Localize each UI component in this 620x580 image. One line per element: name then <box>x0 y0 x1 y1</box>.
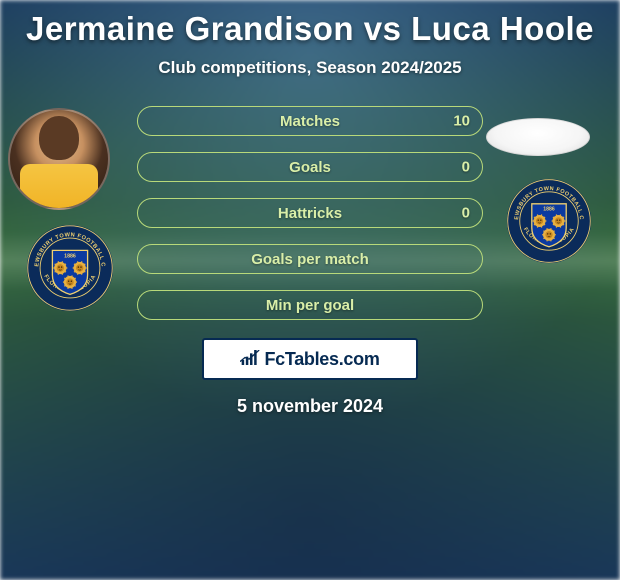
stat-label: Hattricks <box>278 205 342 222</box>
date-text: 5 november 2024 <box>0 396 620 417</box>
stats-table: Matches 10 Goals 0 Hattricks 0 Goals per match… <box>137 106 483 320</box>
subtitle: Club competitions, Season 2024/2025 <box>0 58 620 78</box>
svg-text:1886: 1886 <box>64 253 76 259</box>
brand-badge: FcTables.com <box>202 338 418 380</box>
stat-label: Min per goal <box>266 297 354 314</box>
stat-row: Matches 10 <box>137 106 483 136</box>
avatar-head <box>39 116 78 160</box>
player-right-avatar <box>486 118 590 156</box>
stat-label: Matches <box>280 113 340 130</box>
stat-row: Goals per match <box>137 244 483 274</box>
infographic-content: Jermaine Grandison vs Luca Hoole Club co… <box>0 0 620 580</box>
club-crest-left: SHREWSBURY TOWN FOOTBALL CLUB FLOREAT SA… <box>18 224 122 312</box>
stat-right-value: 10 <box>453 113 470 130</box>
player-left-avatar <box>8 108 110 210</box>
page-title: Jermaine Grandison vs Luca Hoole <box>0 10 620 48</box>
stat-label: Goals per match <box>251 251 369 268</box>
stat-label: Goals <box>289 159 331 176</box>
chart-icon <box>240 350 260 368</box>
stat-row: Min per goal <box>137 290 483 320</box>
club-crest-right: SHREWSBURY TOWN FOOTBALL CLUB FLOREAT SA… <box>498 178 600 264</box>
svg-text:1886: 1886 <box>543 207 555 213</box>
stat-row: Hattricks 0 <box>137 198 483 228</box>
stat-right-value: 0 <box>462 205 470 222</box>
brand-text: FcTables.com <box>264 349 379 370</box>
stat-row: Goals 0 <box>137 152 483 182</box>
stat-right-value: 0 <box>462 159 470 176</box>
